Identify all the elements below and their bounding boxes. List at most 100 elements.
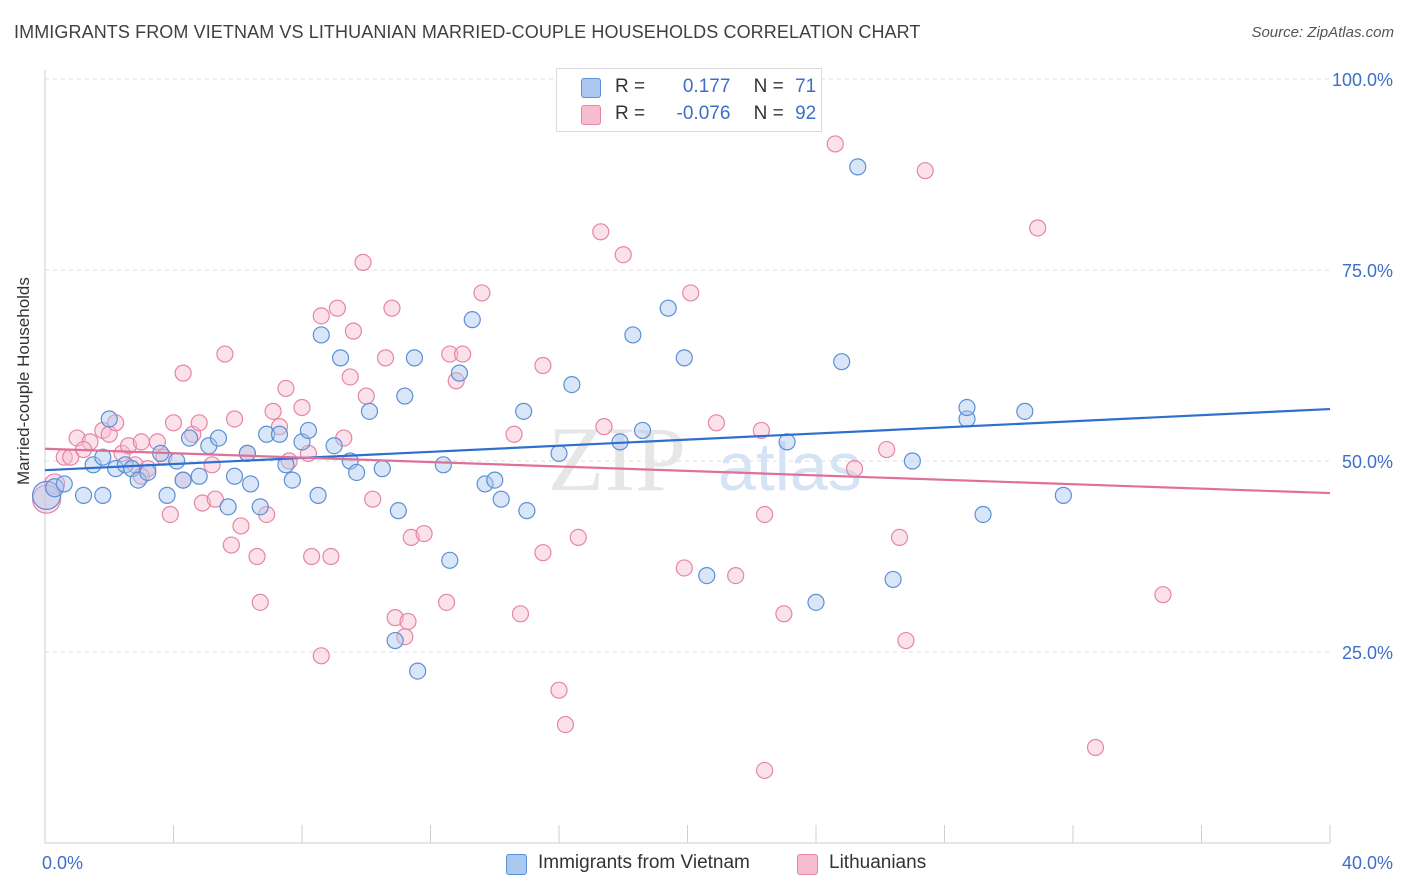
lithuanians-point-25 [222, 536, 240, 554]
vietnam-point-72 [1054, 486, 1072, 504]
lithuanians-point-40 [312, 647, 330, 665]
lithuanians-point-70 [614, 246, 632, 264]
vietnam-point-2 [55, 475, 73, 493]
vietnam-point-46 [441, 551, 459, 569]
lithuanians-point-72 [682, 284, 700, 302]
lithuanians-point-62 [511, 605, 530, 623]
legend-label: Lithuanians [829, 852, 927, 873]
vietnam-point-59 [659, 299, 677, 317]
lithuanians-point-48 [364, 490, 382, 508]
vietnam-point-41 [389, 502, 407, 520]
lithuanians-point-86 [1086, 738, 1105, 757]
lithuanians-point-60 [473, 284, 491, 302]
vietnam-point-39 [373, 460, 391, 478]
lithuanians-point-36 [293, 398, 311, 417]
lithuanians-point-34 [277, 379, 295, 398]
lithuanians-point-55 [415, 524, 433, 543]
y-tick-label-75: 75.0% [1342, 261, 1393, 281]
vietnam-point-18 [190, 467, 208, 485]
legend-label: Immigrants from Vietnam [538, 852, 750, 873]
lithuanians-point-26 [225, 410, 244, 428]
chart-title: IMMIGRANTS FROM VIETNAM VS LITHUANIAN MA… [14, 22, 921, 42]
vietnam-point-22 [225, 467, 244, 485]
lithuanians-point-78 [775, 605, 793, 623]
vietnam-point-17 [180, 429, 199, 447]
n-value: 71 [795, 76, 817, 97]
vietnam-point-20 [209, 429, 228, 447]
vietnam-point-29 [283, 471, 301, 489]
lithuanians-point-16 [164, 414, 183, 432]
trend-lines [44, 407, 1331, 495]
lithuanians-point-29 [248, 547, 266, 566]
lithuanians-point-75 [752, 421, 770, 440]
blue-swatch [581, 78, 601, 98]
lithuanians-point-47 [357, 387, 375, 405]
lithuanians-point-81 [878, 440, 896, 459]
axes [44, 70, 1331, 844]
vietnam-point-64 [833, 353, 851, 371]
vietnam-point-50 [486, 471, 504, 489]
vietnam-point-60 [675, 349, 693, 367]
lithuanians-point-83 [897, 631, 915, 650]
vietnam-point-35 [331, 349, 350, 367]
vietnam-point-49 [476, 475, 494, 493]
vietnam-point-34 [325, 437, 343, 455]
lithuanians-point-65 [550, 681, 568, 699]
n-value: 92 [795, 103, 817, 124]
vietnam-point-12 [139, 463, 157, 482]
vietnam-point-62 [778, 433, 796, 451]
vietnam-point-51 [492, 490, 510, 508]
lithuanians-point-22 [203, 456, 221, 474]
vietnam-points [32, 158, 1072, 680]
vietnam-point-54 [550, 444, 568, 462]
lithuanians-point-15 [161, 505, 179, 524]
lithuanians-point-57 [441, 345, 459, 363]
vietnam-point-48 [463, 311, 481, 329]
vietnam-point-24 [242, 475, 260, 493]
lithuanians-point-23 [206, 490, 224, 508]
lithuanians-point-50 [383, 299, 401, 317]
lithuanians-point-39 [312, 307, 330, 325]
lithuanians-point-24 [216, 345, 234, 363]
lithuanians-point-53 [399, 612, 417, 631]
lithuanians-point-64 [534, 544, 552, 562]
r-label: R = [615, 76, 646, 97]
lithuanians-point-77 [755, 761, 774, 780]
lithuanians-point-45 [344, 322, 362, 340]
vietnam-point-15 [168, 452, 186, 470]
lithuanians-point-11 [132, 433, 150, 451]
vietnam-point-14 [158, 486, 176, 504]
vietnam-point-31 [299, 421, 318, 440]
lithuanians-point-59 [454, 345, 472, 363]
vietnam-point-69 [958, 398, 976, 417]
lithuanians-point-74 [727, 566, 745, 585]
vietnam-point-6 [94, 448, 112, 466]
lithuanians-point-32 [264, 402, 282, 420]
vietnam-point-16 [174, 471, 192, 489]
vietnam-point-40 [386, 631, 404, 650]
pink-swatch [797, 854, 818, 875]
vietnam-point-65 [849, 158, 867, 176]
tick-labels: 25.0% 50.0% 75.0% 100.0% 0.0% 40.0% [42, 70, 1393, 873]
stats-legend: R = 0.177 N = 71 R = -0.076 N = 92 [556, 68, 822, 132]
source-label: Source: ZipAtlas.com [1251, 24, 1394, 41]
vietnam-trend-line [44, 407, 1331, 472]
vietnam-point-23 [238, 444, 256, 462]
watermark-zip: ZIP [548, 408, 686, 510]
lithuanians-point-21 [193, 494, 212, 512]
vietnam-point-47 [450, 364, 469, 382]
blue-swatch [506, 854, 527, 875]
lithuanians-point-54 [402, 528, 420, 547]
lithuanians-point-27 [232, 517, 250, 535]
n-label: N = [753, 103, 784, 124]
y-tick-label-50: 50.0% [1342, 452, 1393, 472]
vietnam-point-57 [624, 326, 642, 344]
watermark-atlas: atlas [718, 429, 862, 505]
vietnam-point-52 [515, 402, 533, 420]
lithuanians-point-42 [328, 299, 346, 317]
lithuanians-point-61 [505, 425, 523, 443]
lithuanians-point-79 [826, 135, 844, 153]
r-value: -0.076 [676, 103, 731, 124]
y-tick-label-100: 100.0% [1332, 70, 1393, 90]
